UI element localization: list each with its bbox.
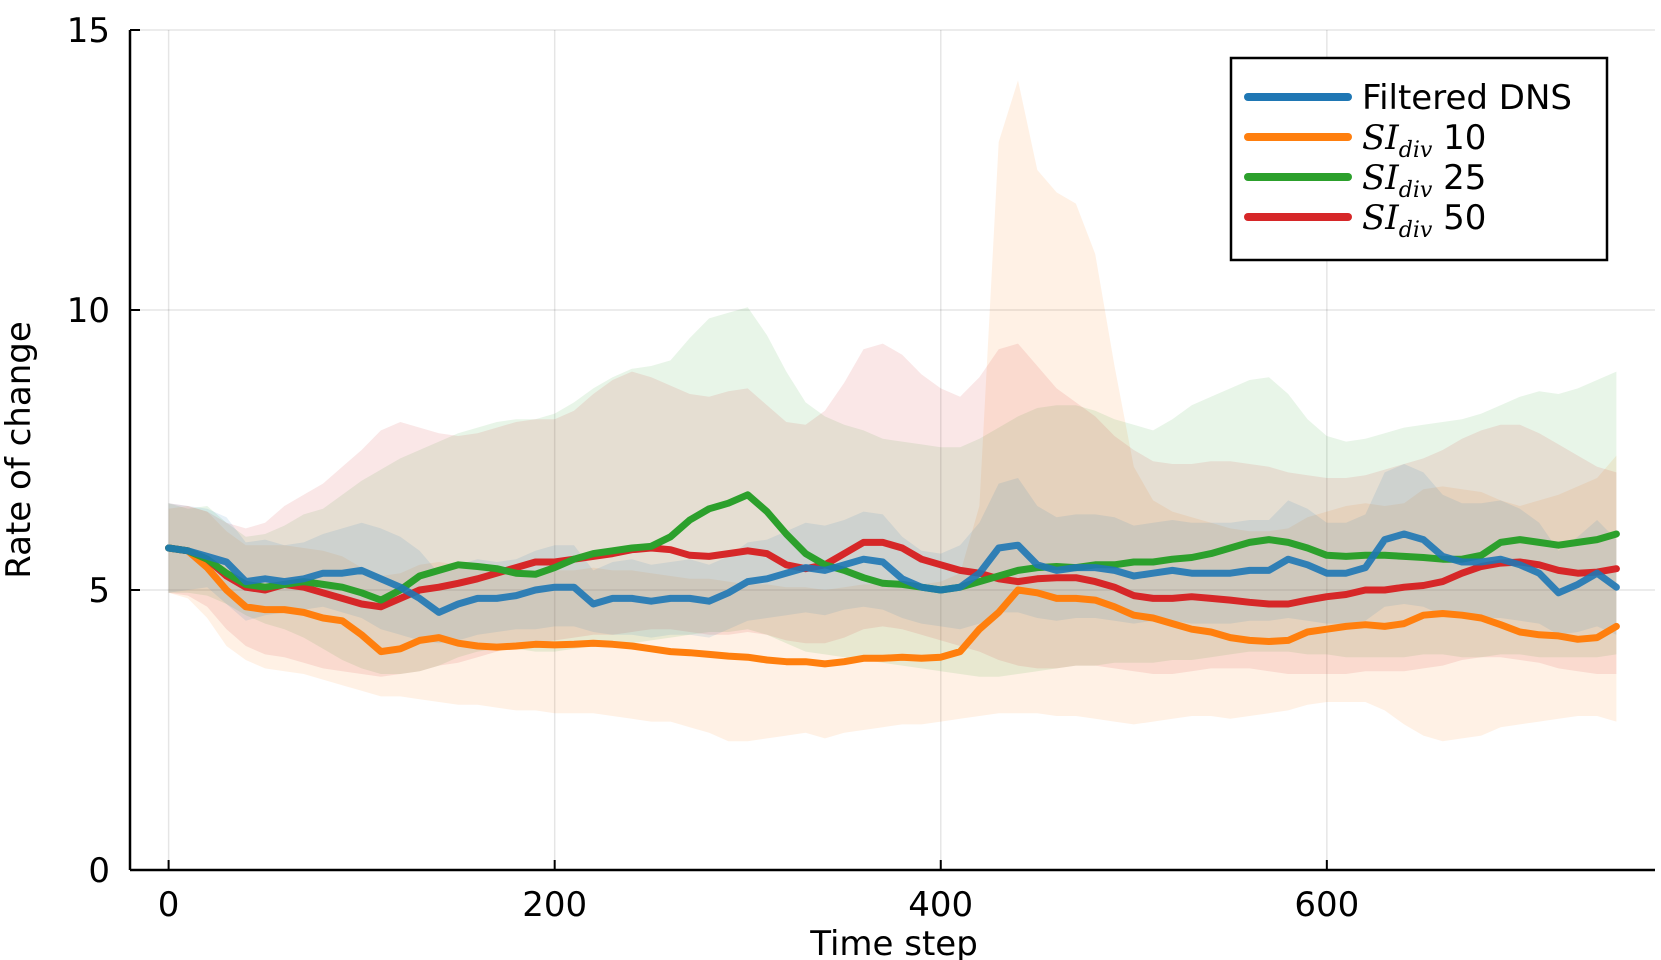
x-tick-label: 0 [158,885,180,925]
y-tick-label: 0 [88,851,110,891]
band-0 [168,464,1617,644]
series-line-0 [165,530,1620,616]
x-axis-title: Time step [809,924,978,960]
legend-label-2: SIdiv 25 [1362,158,1486,203]
x-ticks: 0 200 400 600 [158,860,1359,925]
x-tick-label: 600 [1294,885,1359,925]
legend-label-1: SIdiv 10 [1362,118,1486,163]
y-axis-title: Rate of change [0,321,39,578]
band-2 [168,307,1617,677]
x-tick-label: 200 [522,885,587,925]
legend-label-0: Filtered DNS [1362,78,1572,118]
y-tick-label: 5 [88,571,110,611]
x-tick-label: 400 [908,885,973,925]
y-tick-label: 15 [67,11,110,51]
legend-box [1229,56,1609,262]
axes [128,30,1655,872]
series-lines [165,491,1620,668]
y-ticks: 0 5 10 15 [67,11,140,891]
series-line-1 [165,544,1620,668]
y-tick-label: 10 [67,291,110,331]
legend-label-3: SIdiv 50 [1362,198,1486,243]
